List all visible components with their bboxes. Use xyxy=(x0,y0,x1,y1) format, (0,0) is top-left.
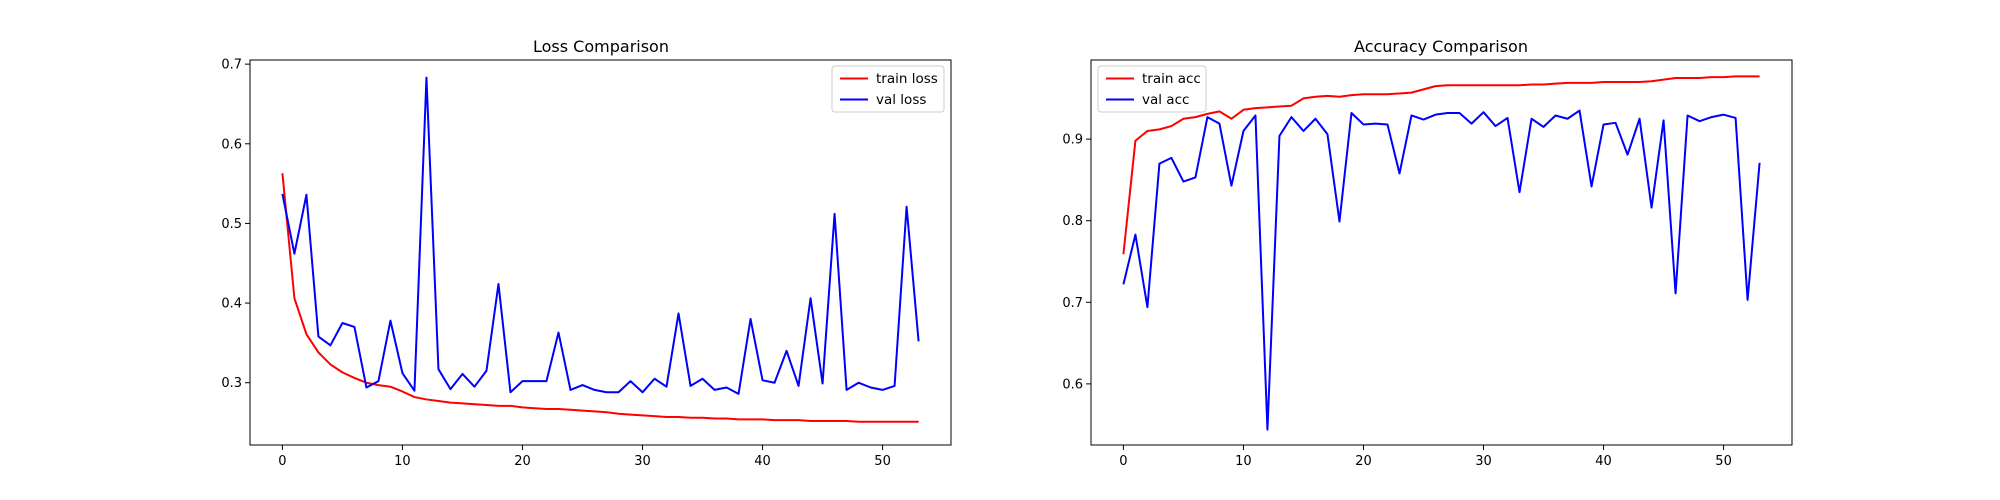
chart-title: Accuracy Comparison xyxy=(1354,37,1528,56)
legend-label-train-loss: train loss xyxy=(876,71,938,87)
x-tick-label: 20 xyxy=(1355,454,1372,469)
series-line-val-loss xyxy=(281,76,920,395)
y-axis-ticks: 0.6 0.7 0.8 0.9 xyxy=(1062,133,1091,392)
series-layer xyxy=(281,76,920,423)
x-tick-label: 50 xyxy=(874,454,891,469)
x-tick-label: 10 xyxy=(394,454,411,469)
series-layer xyxy=(1122,75,1761,431)
loss-chart: Loss Comparison 0 10 20 30 40 50 0.3 0.4 0.5 0.6… xyxy=(221,37,952,469)
y-tick-label: 0.9 xyxy=(1062,133,1083,148)
y-tick-label: 0.7 xyxy=(1062,296,1083,311)
y-tick-label: 0.6 xyxy=(1062,377,1083,392)
legend-label-val-acc: val acc xyxy=(1142,92,1189,108)
legend-label-val-loss: val loss xyxy=(876,92,926,108)
legend: train acc val acc xyxy=(1097,65,1207,113)
accuracy-chart: Accuracy Comparison 0 10 20 30 40 50 0.60.70.… xyxy=(1062,37,1793,469)
x-axis-ticks: 0 10 20 30 40 50 xyxy=(278,445,891,469)
series-line-val-acc xyxy=(1122,109,1761,431)
plot-frame xyxy=(249,59,952,446)
x-axis-ticks: 0 10 20 30 40 50 xyxy=(1119,445,1732,469)
series-line-train-loss xyxy=(281,173,919,423)
x-tick-label: 40 xyxy=(754,454,771,469)
y-tick-label: 0.8 xyxy=(1062,214,1083,229)
series-line-train-acc xyxy=(1122,75,1760,255)
x-tick-label: 30 xyxy=(634,454,651,469)
y-tick-label: 0.5 xyxy=(221,217,242,232)
y-axis-ticks: 0.3 0.4 0.5 0.6 0.7 xyxy=(221,58,250,391)
y-tick-label: 0.7 xyxy=(221,58,242,73)
x-tick-label: 40 xyxy=(1595,454,1612,469)
y-tick-label: 0.3 xyxy=(221,376,242,391)
plot-frame xyxy=(1090,59,1793,446)
x-tick-label: 0 xyxy=(278,454,286,469)
x-tick-label: 10 xyxy=(1235,454,1252,469)
y-tick-label: 0.4 xyxy=(221,297,242,312)
x-tick-label: 0 xyxy=(1119,454,1127,469)
y-tick-label: 0.6 xyxy=(221,137,242,152)
legend: train loss val loss xyxy=(831,65,945,113)
x-tick-label: 20 xyxy=(514,454,531,469)
x-tick-label: 50 xyxy=(1715,454,1732,469)
x-tick-label: 30 xyxy=(1475,454,1492,469)
chart-title: Loss Comparison xyxy=(533,37,669,56)
legend-label-train-acc: train acc xyxy=(1142,71,1201,87)
